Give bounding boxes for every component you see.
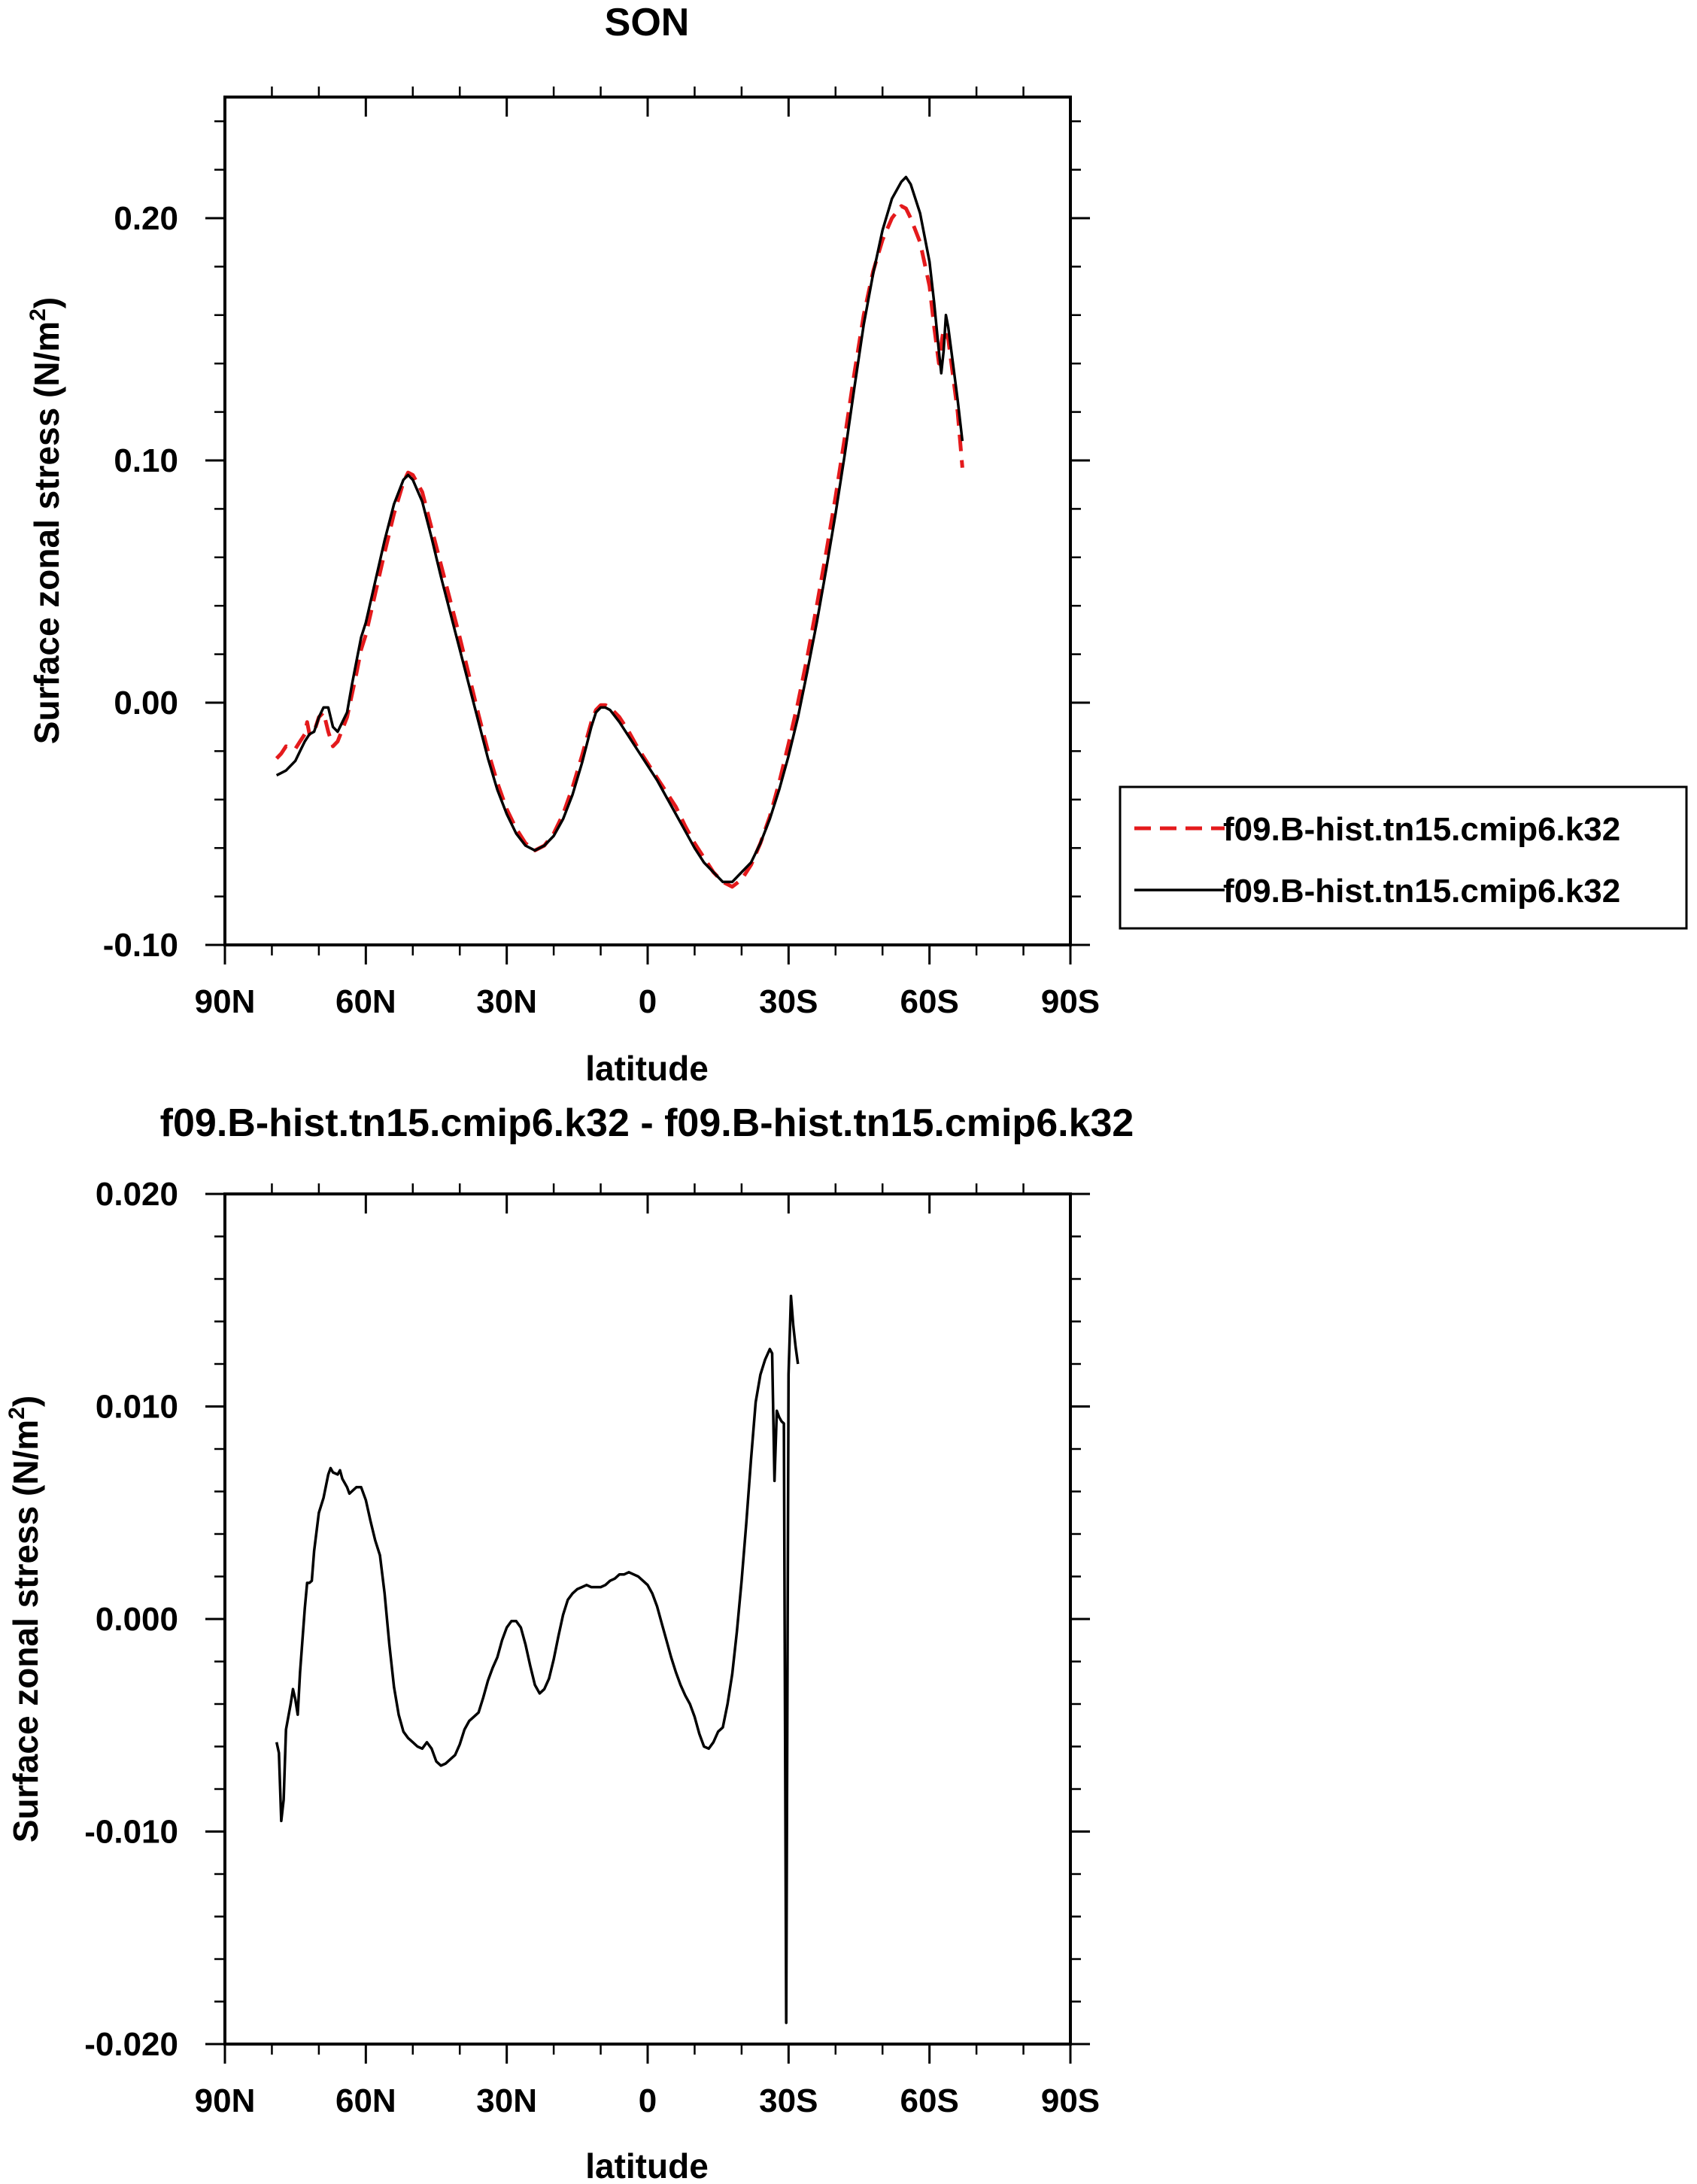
bottom-ticks-group: 90N 60N 30N 0 30S 60S 90S -0.020 -0.010 0.000 0.01…	[84, 1176, 1100, 2119]
bottom-series-line-0	[275, 1294, 800, 2025]
bottom-y-tick-label: -0.010	[84, 1814, 178, 1851]
bottom-x-tick-label: 30S	[759, 2082, 818, 2119]
top-x-axis-label: latitude	[585, 1049, 709, 1088]
top-chart-title: SON	[605, 1, 690, 44]
legend: f09.B-hist.tn15.cmip6.k32 f09.B-hist.tn1…	[1119, 785, 1688, 930]
top-x-tick-label: 90S	[1041, 983, 1100, 1020]
top-x-tick-label: 90N	[195, 983, 256, 1020]
top-y-axis-label-close: )	[27, 297, 66, 308]
bottom-x-tick-label: 60S	[900, 2082, 959, 2119]
bottom-y-tick-label: 0.010	[96, 1389, 178, 1426]
legend-label-1: f09.B-hist.tn15.cmip6.k32	[1223, 873, 1620, 910]
top-series-line-0	[275, 204, 964, 889]
top-plot-frame	[223, 96, 1072, 946]
bottom-y-axis-label-main: Surface zonal stress (N/m	[6, 1420, 45, 1842]
bottom-y-axis-label-close: )	[6, 1396, 45, 1407]
top-y-tick-label: 0.10	[114, 442, 178, 479]
top-y-axis-label-sup: 2	[26, 308, 50, 321]
bottom-y-axis-label-sup: 2	[5, 1407, 29, 1420]
bottom-plot-frame	[223, 1192, 1072, 2046]
legend-box	[1119, 785, 1688, 930]
legend-label-0: f09.B-hist.tn15.cmip6.k32	[1223, 811, 1620, 848]
bottom-y-tick-label: 0.020	[96, 1176, 178, 1213]
bottom-x-axis-label: latitude	[585, 2146, 709, 2184]
top-series-group	[275, 175, 964, 889]
top-y-axis-label: Surface zonal stress (N/m2)	[26, 297, 66, 744]
top-x-tick-label: 30N	[476, 983, 537, 1020]
bottom-panel: f09.B-hist.tn15.cmip6.k32 - f09.B-hist.t…	[5, 1101, 1134, 2184]
top-y-tick-label: 0.00	[114, 685, 178, 721]
bottom-y-tick-label: -0.020	[84, 2026, 178, 2063]
top-x-tick-label: 60N	[335, 983, 396, 1020]
top-x-tick-label: 30S	[759, 983, 818, 1020]
bottom-x-tick-label: 90N	[195, 2082, 256, 2119]
top-ticks-group: 90N 60N 30N 0 30S 60S 90S -0.10 0.00 0.10 0.20	[103, 87, 1100, 1020]
top-series-line-1	[275, 175, 964, 884]
bottom-x-tick-label: 0	[639, 2082, 657, 2119]
bottom-x-tick-label: 60N	[335, 2082, 396, 2119]
bottom-series-group	[275, 1294, 800, 2025]
top-y-axis-label-main: Surface zonal stress (N/m	[27, 321, 66, 744]
bottom-x-tick-label: 90S	[1041, 2082, 1100, 2119]
top-panel: SON 90N 60N 30N 0 30S 60S 90S -0.10 0.00 0.10 0.20…	[26, 1, 1688, 1088]
bottom-chart-title: f09.B-hist.tn15.cmip6.k32 - f09.B-hist.t…	[160, 1101, 1134, 1145]
top-x-tick-label: 0	[639, 983, 657, 1020]
top-y-tick-label: -0.10	[103, 927, 178, 964]
bottom-x-tick-label: 30N	[476, 2082, 537, 2119]
bottom-y-axis-label: Surface zonal stress (N/m2)	[5, 1396, 45, 1842]
top-y-tick-label: 0.20	[114, 200, 178, 237]
bottom-y-tick-label: 0.000	[96, 1601, 178, 1638]
top-x-tick-label: 60S	[900, 983, 959, 1020]
